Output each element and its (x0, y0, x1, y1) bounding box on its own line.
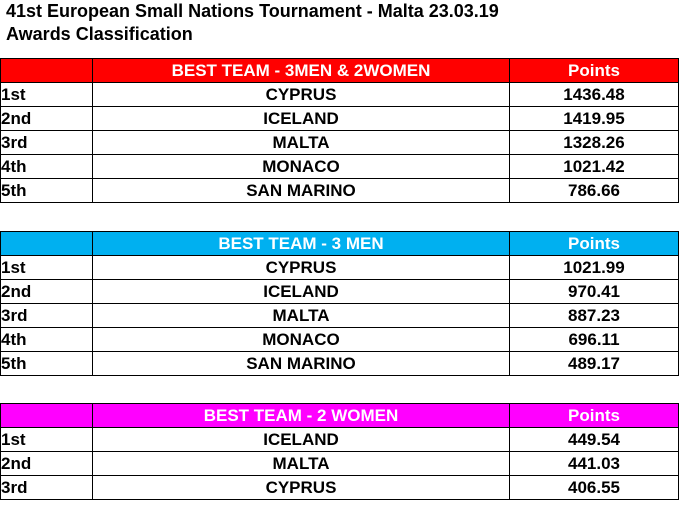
nation-cell: MONACO (92, 154, 510, 179)
rank-cell: 2nd (0, 451, 93, 476)
table-row: 1st ICELAND 449.54 (0, 427, 679, 452)
rank-cell: 4th (0, 154, 93, 179)
table-row: 3rd MALTA 887.23 (0, 303, 679, 328)
table-row: 4th MONACO 696.11 (0, 327, 679, 352)
rank-cell: 2nd (0, 106, 93, 131)
points-cell: 1436.48 (509, 82, 679, 107)
table-women-team: BEST TEAM - 2 WOMEN Points 1st ICELAND 4… (0, 403, 679, 500)
table-row: 4th MONACO 1021.42 (0, 154, 679, 179)
table-header-row: BEST TEAM - 3 MEN Points (0, 231, 679, 256)
nation-cell: CYPRUS (92, 475, 510, 500)
table-row: 1st CYPRUS 1021.99 (0, 255, 679, 280)
rank-cell: 3rd (0, 130, 93, 155)
table-row: 1st CYPRUS 1436.48 (0, 82, 679, 107)
table-heading: BEST TEAM - 2 WOMEN (92, 403, 510, 428)
page-subtitle: Awards Classification (6, 24, 193, 44)
points-heading: Points (509, 58, 679, 83)
nation-cell: CYPRUS (92, 255, 510, 280)
nation-cell: SAN MARINO (92, 351, 510, 376)
points-cell: 887.23 (509, 303, 679, 328)
nation-cell: MONACO (92, 327, 510, 352)
rank-cell: 5th (0, 178, 93, 203)
rank-cell: 4th (0, 327, 93, 352)
points-cell: 449.54 (509, 427, 679, 452)
rank-cell: 1st (0, 255, 93, 280)
nation-cell: ICELAND (92, 279, 510, 304)
table-row: 2nd ICELAND 1419.95 (0, 106, 679, 131)
nation-cell: MALTA (92, 303, 510, 328)
nation-cell: ICELAND (92, 427, 510, 452)
rank-cell: 1st (0, 427, 93, 452)
points-cell: 1419.95 (509, 106, 679, 131)
points-cell: 489.17 (509, 351, 679, 376)
points-cell: 406.55 (509, 475, 679, 500)
nation-cell: MALTA (92, 130, 510, 155)
nation-cell: CYPRUS (92, 82, 510, 107)
table-header-row: BEST TEAM - 3MEN & 2WOMEN Points (0, 58, 679, 83)
nation-cell: MALTA (92, 451, 510, 476)
points-cell: 786.66 (509, 178, 679, 203)
rank-cell: 3rd (0, 475, 93, 500)
rank-cell: 5th (0, 351, 93, 376)
points-cell: 1021.42 (509, 154, 679, 179)
points-heading: Points (509, 231, 679, 256)
table-heading: BEST TEAM - 3MEN & 2WOMEN (92, 58, 510, 83)
points-cell: 441.03 (509, 451, 679, 476)
nation-cell: SAN MARINO (92, 178, 510, 203)
rank-cell: 1st (0, 82, 93, 107)
rank-cell: 3rd (0, 303, 93, 328)
table-row: 2nd MALTA 441.03 (0, 451, 679, 476)
points-cell: 970.41 (509, 279, 679, 304)
points-cell: 1328.26 (509, 130, 679, 155)
table-heading: BEST TEAM - 3 MEN (92, 231, 510, 256)
header-blank-cell (0, 231, 93, 256)
table-row: 3rd CYPRUS 406.55 (0, 475, 679, 500)
page-title: 41st European Small Nations Tournament -… (6, 1, 499, 21)
table-mixed-team: BEST TEAM - 3MEN & 2WOMEN Points 1st CYP… (0, 58, 679, 203)
table-header-row: BEST TEAM - 2 WOMEN Points (0, 403, 679, 428)
points-heading: Points (509, 403, 679, 428)
table-row: 3rd MALTA 1328.26 (0, 130, 679, 155)
table-row: 2nd ICELAND 970.41 (0, 279, 679, 304)
table-row: 5th SAN MARINO 489.17 (0, 351, 679, 376)
points-cell: 1021.99 (509, 255, 679, 280)
table-row: 5th SAN MARINO 786.66 (0, 178, 679, 203)
table-men-team: BEST TEAM - 3 MEN Points 1st CYPRUS 1021… (0, 231, 679, 376)
rank-cell: 2nd (0, 279, 93, 304)
header-blank-cell (0, 58, 93, 83)
header-blank-cell (0, 403, 93, 428)
points-cell: 696.11 (509, 327, 679, 352)
nation-cell: ICELAND (92, 106, 510, 131)
